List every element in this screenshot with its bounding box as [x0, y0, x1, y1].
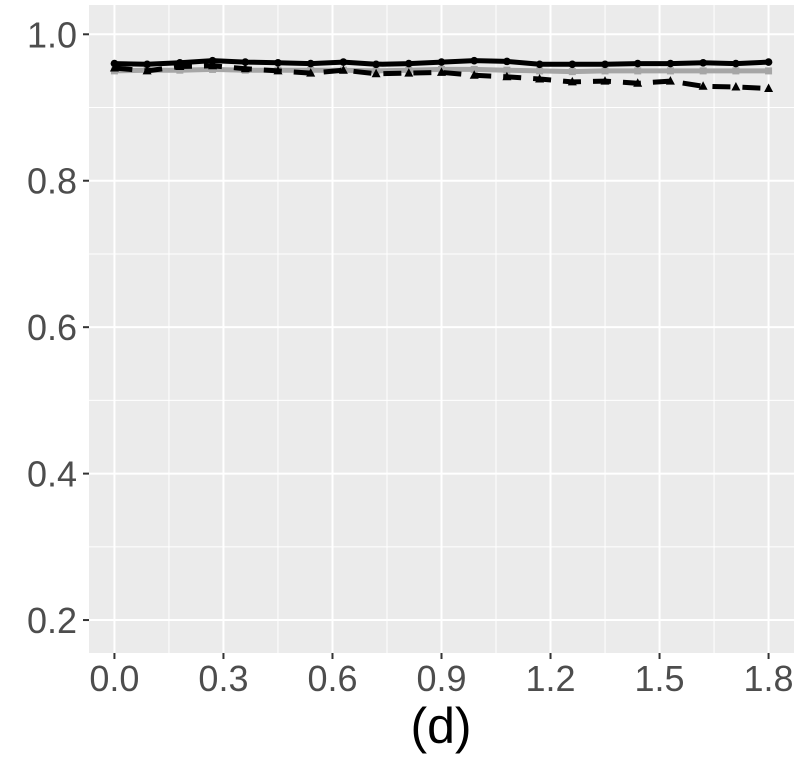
- data-point: [535, 74, 545, 83]
- x-axis: 0.0 0.3 0.6 0.9 1.2 1.5 1.8: [89, 653, 794, 699]
- data-point: [765, 67, 773, 75]
- data-point: [568, 68, 576, 76]
- data-point: [503, 57, 511, 66]
- grid-major: [89, 5, 794, 653]
- y-tick-label: 0.6: [27, 307, 77, 348]
- data-point: [699, 59, 707, 67]
- data-point: [601, 60, 609, 69]
- data-point: [404, 59, 413, 68]
- data-point: [338, 65, 348, 74]
- data-point: [372, 60, 380, 69]
- data-point: [666, 67, 674, 75]
- data-point: [339, 58, 348, 66]
- data-point: [732, 67, 740, 75]
- x-tick-label: 0.0: [89, 658, 139, 699]
- data-point: [176, 59, 184, 67]
- y-tick-label: 1.0: [27, 14, 77, 55]
- data-point: [699, 67, 707, 75]
- data-point: [241, 58, 250, 66]
- data-point: [502, 71, 512, 81]
- x-axis-label: (d): [410, 698, 471, 754]
- data-point: [209, 65, 217, 73]
- data-point: [469, 70, 479, 79]
- x-tick-label: 1.2: [525, 658, 575, 699]
- data-point: [404, 68, 414, 77]
- y-tick-label: 0.4: [27, 454, 77, 495]
- data-point: [110, 59, 119, 68]
- data-point: [208, 56, 217, 65]
- data-point: [371, 68, 381, 78]
- data-point: [306, 68, 316, 77]
- x-tick-label: 1.5: [635, 658, 685, 699]
- data-point: [176, 66, 184, 74]
- x-tick-label: 1.8: [744, 658, 794, 699]
- data-point: [470, 56, 479, 65]
- data-point: [208, 60, 218, 70]
- y-tick-label: 0.8: [27, 161, 77, 202]
- data-point: [633, 59, 642, 68]
- data-point: [503, 66, 511, 74]
- data-point: [764, 83, 774, 92]
- data-point: [731, 82, 741, 91]
- data-point: [634, 67, 642, 75]
- series-line-dashed-black-triangle: [114, 63, 769, 91]
- data-point: [273, 65, 283, 75]
- data-point: [698, 81, 708, 90]
- series-layer: [109, 56, 774, 92]
- data-point: [601, 67, 609, 75]
- data-point: [306, 59, 315, 68]
- data-point: [536, 67, 544, 75]
- x-tick-label: 0.3: [198, 658, 248, 699]
- x-tick-label: 0.6: [307, 658, 357, 699]
- data-point: [143, 60, 151, 69]
- data-point: [666, 59, 675, 68]
- data-point: [535, 60, 544, 69]
- data-point: [732, 59, 740, 68]
- data-point: [437, 58, 446, 66]
- data-point: [568, 60, 577, 69]
- y-axis: 0.2 0.4 0.6 0.8 1.0: [27, 14, 89, 641]
- x-tick-label: 0.9: [416, 658, 466, 699]
- data-point: [764, 58, 773, 66]
- data-point: [567, 76, 577, 86]
- data-point: [600, 76, 610, 85]
- data-point: [437, 67, 446, 76]
- y-tick-label: 0.2: [27, 600, 77, 641]
- data-point: [633, 78, 643, 87]
- data-point: [470, 65, 478, 73]
- data-point: [274, 59, 282, 67]
- data-point: [240, 63, 250, 73]
- data-point: [665, 76, 675, 85]
- data-point: [142, 65, 152, 75]
